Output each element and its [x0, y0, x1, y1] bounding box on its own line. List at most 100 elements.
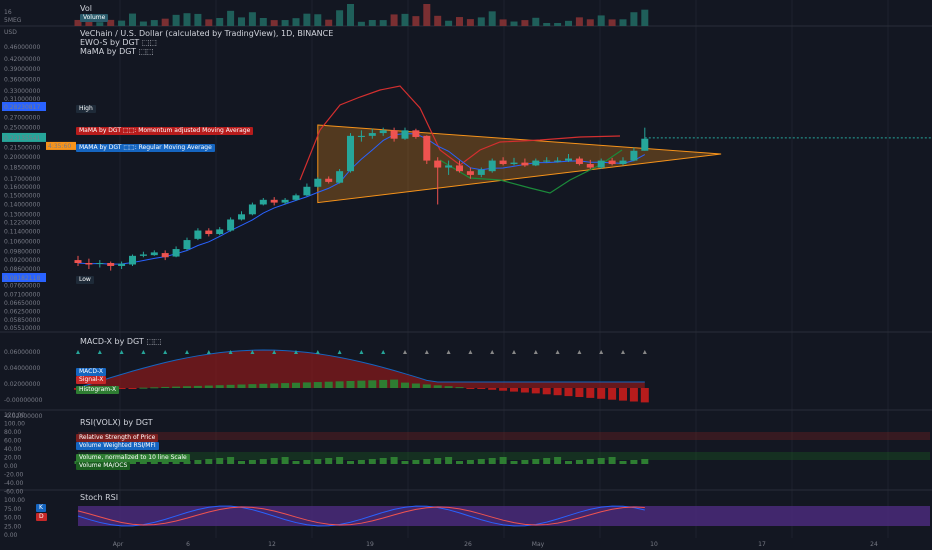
candle-body [575, 158, 583, 165]
rsi-title[interactable]: RSI(VOLX) by DGT [80, 418, 153, 427]
rsi-volume-bar [488, 458, 496, 464]
time-axis-label: May [532, 541, 545, 548]
volume-bar [248, 12, 256, 26]
volume-bar [74, 19, 82, 26]
price-axis-label: 0.33000000 [4, 88, 40, 95]
rsi-volume-bar [259, 459, 267, 464]
macd-signal-marker [577, 350, 582, 354]
macd-histogram-bar [531, 388, 540, 394]
rsi-volume-bar [630, 460, 638, 464]
high-badge [2, 102, 46, 111]
candle-body [565, 158, 572, 161]
rsi-volume-bar [238, 461, 245, 464]
price-axis-label: 0.14000000 [4, 201, 40, 208]
candle-body [85, 263, 93, 265]
macd-signal-marker [76, 350, 80, 354]
macd-histogram-bar [564, 388, 573, 397]
volume-bar [597, 15, 605, 26]
rsi-volume-bar [314, 459, 322, 464]
price-axis-label: 0.15000000 [4, 192, 40, 199]
rsi-volume-bar [499, 457, 507, 464]
rsi-volume-bar [434, 458, 442, 464]
price-axis-label: 0.05510000 [4, 325, 40, 332]
macd-histogram-bar [401, 382, 409, 388]
rsi-volume-bar [368, 459, 376, 464]
candle-body [281, 199, 289, 203]
time-axis-label: Apr [113, 541, 124, 548]
rsi-tag-volma: Volume MA/OCS [76, 462, 131, 470]
macd-area [78, 350, 645, 388]
rsi-volume-bar [379, 458, 387, 464]
time-axis-label: 10 [650, 541, 658, 548]
volume-bar [456, 17, 463, 26]
price-axis-label: 0.07100000 [4, 291, 40, 298]
last-price-badge [2, 132, 46, 142]
volume-bar [554, 23, 562, 26]
stoch-title[interactable]: Stoch RSI [80, 493, 119, 502]
rsi-axis-label: -60.00 [4, 489, 24, 496]
macd-histogram-bar [411, 383, 420, 388]
volume-bar [107, 19, 115, 26]
high-label: High [76, 105, 96, 113]
candle-body [619, 160, 627, 165]
rsi-oversold-band [78, 452, 930, 460]
macd-histogram-bar [553, 388, 562, 396]
rsi-axis-label: 100.00 [4, 421, 25, 428]
triangle-pattern [317, 124, 722, 204]
macd-histogram-bar [597, 388, 606, 399]
candle-body [270, 199, 278, 203]
indicator-ewo[interactable]: EWO-S by DGT ⬚⬚ [80, 38, 157, 47]
volume-bar [129, 13, 136, 26]
macd-histogram-bar [586, 388, 595, 398]
rsi-volume-bar [412, 460, 420, 464]
rsi-axis-label: -40.00 [4, 480, 24, 487]
price-axis-currency: USD [4, 29, 17, 36]
macd-signal-marker [490, 350, 495, 354]
rsi-volume-bar [139, 460, 147, 464]
macd-histogram-bar [499, 388, 508, 391]
volume-bar [499, 19, 507, 26]
macd-title[interactable]: MACD-X by DGT ⬚⬚ [80, 337, 162, 346]
candle-body [466, 171, 474, 175]
rsi-volume-bar [183, 461, 191, 464]
rsi-volume-bar [216, 458, 224, 464]
macd-axis-label: -0.02000000 [4, 413, 43, 420]
candle-body [205, 230, 213, 235]
symbol-title[interactable]: VeChain / U.S. Dollar (calculated by Tra… [80, 29, 334, 38]
volume-bar [314, 14, 322, 26]
time-axis-label: 17 [758, 541, 766, 548]
macd-histogram-bar [379, 379, 388, 388]
volume-bar [270, 20, 278, 26]
indicator-mama[interactable]: MaMA by DGT ⬚⬚ [80, 47, 154, 56]
macd-histogram-bar [640, 388, 649, 403]
macd-histogram-bar [368, 380, 377, 388]
rsi-volume-bar [477, 459, 485, 464]
candle-body [586, 164, 594, 168]
macd-histogram-bar [204, 385, 213, 388]
macd-signal-marker [163, 350, 168, 354]
macd-histogram-bar [335, 381, 344, 388]
macd-signal-marker [468, 350, 473, 354]
macd-histogram-bar [237, 384, 246, 388]
rsi-volume-bar [390, 457, 398, 464]
macd-histogram-bar [422, 384, 431, 388]
candle-body [227, 219, 235, 231]
ma-tag: MAMA by DGT ⬚⬚: Regular Moving Average [76, 144, 215, 152]
rsi-volume-bar [303, 460, 311, 464]
candle-body [74, 260, 82, 264]
macd-histogram-bar [608, 388, 617, 400]
volume-bar [532, 17, 540, 26]
volume-bar [423, 4, 431, 26]
macd-histogram-bar [270, 383, 279, 388]
macd-signal-marker [337, 350, 342, 354]
macd-axis-label: 0.06000000 [4, 349, 40, 356]
volume-bar [510, 21, 518, 26]
macd-histogram-bar [150, 387, 159, 389]
volume-bar [466, 19, 474, 26]
last-price-value: 0.23135541 [4, 135, 40, 142]
volume-bar [379, 20, 387, 26]
candle-body [216, 229, 224, 235]
rsi-axis-label: 0.00 [4, 463, 18, 470]
